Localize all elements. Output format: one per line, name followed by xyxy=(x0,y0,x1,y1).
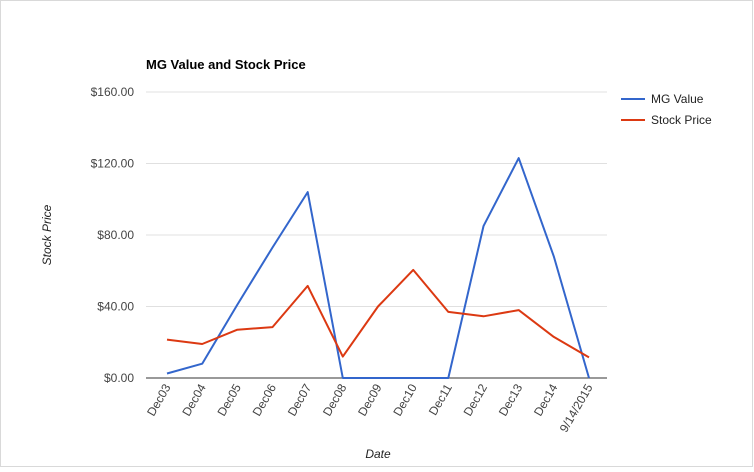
legend: MG Value Stock Price xyxy=(621,92,712,127)
y-tick-label: $160.00 xyxy=(91,85,135,99)
y-axis-ticks: $0.00 $40.00 $80.00 $120.00 $160.00 xyxy=(91,85,135,385)
x-axis-label: Date xyxy=(365,447,391,461)
y-tick-label: $40.00 xyxy=(97,300,134,314)
chart-title: MG Value and Stock Price xyxy=(146,57,306,72)
legend-label: MG Value xyxy=(651,92,704,106)
y-tick-label: $120.00 xyxy=(91,157,135,171)
legend-label: Stock Price xyxy=(651,113,712,127)
gridlines xyxy=(146,91,607,307)
series-line-stock-price xyxy=(166,268,590,359)
y-axis-label: Stock Price xyxy=(40,204,54,265)
y-tick-label: $80.00 xyxy=(97,228,134,242)
series-lines xyxy=(166,157,590,379)
y-tick-label: $0.00 xyxy=(104,371,134,385)
series-line-mg-value xyxy=(166,157,590,379)
